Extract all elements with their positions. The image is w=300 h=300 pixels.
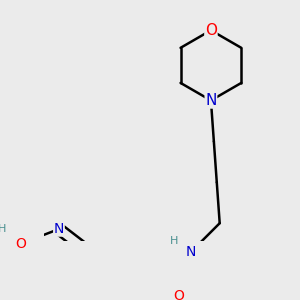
Text: N: N [185, 245, 196, 260]
Text: H: H [170, 236, 178, 246]
Text: H: H [0, 224, 6, 234]
Text: N: N [205, 93, 217, 108]
Text: O: O [205, 23, 217, 38]
Text: O: O [16, 237, 26, 251]
Text: O: O [173, 289, 184, 300]
Text: N: N [54, 222, 64, 236]
